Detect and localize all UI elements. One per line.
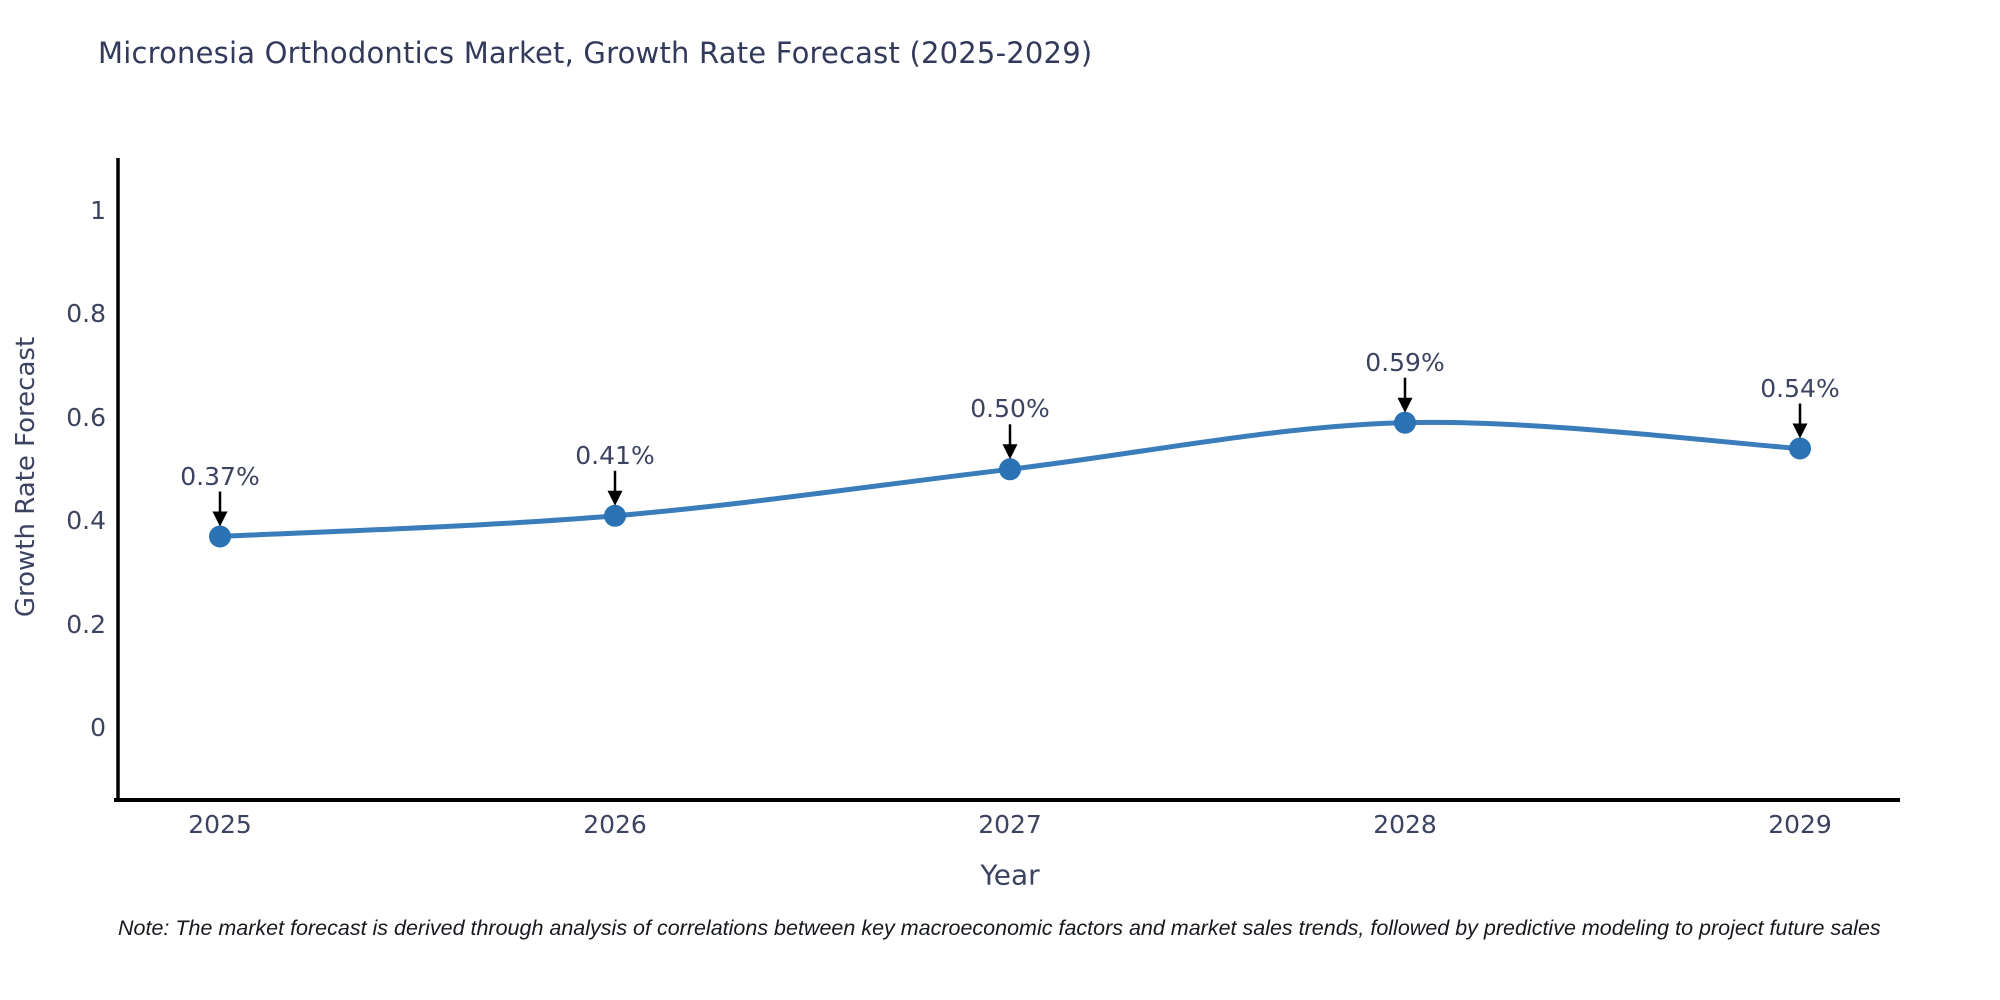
data-point-marker (209, 525, 231, 548)
point-annotation: 0.59% (1365, 348, 1445, 377)
x-tick-label: 2029 (1768, 810, 1832, 839)
y-tick-label: 0 (90, 713, 106, 742)
data-point-marker (1789, 437, 1811, 460)
x-tick-label: 2027 (978, 810, 1042, 839)
data-point-marker (999, 458, 1021, 481)
note-text: Note: The market forecast is derived thr… (118, 916, 1881, 940)
y-tick-label: 0.4 (66, 506, 106, 535)
point-annotation: 0.37% (180, 462, 260, 491)
annotation-arrow-head (212, 511, 228, 527)
x-tick-label: 2026 (583, 810, 647, 839)
point-annotation: 0.50% (970, 394, 1050, 423)
point-annotation: 0.54% (1760, 374, 1840, 403)
y-tick-label: 0.2 (66, 610, 106, 639)
data-point-marker (604, 504, 626, 527)
point-annotation: 0.41% (575, 441, 655, 470)
annotation-arrow-head (1002, 444, 1018, 460)
data-point-marker (1394, 411, 1416, 434)
annotation-arrow-head (607, 490, 623, 506)
x-axis-title: Year (980, 858, 1040, 892)
y-tick-label: 0.6 (66, 403, 106, 432)
annotation-arrow-head (1397, 397, 1413, 413)
x-tick-label: 2025 (188, 810, 252, 839)
annotation-arrow-head (1792, 423, 1808, 439)
x-tick-label: 2028 (1373, 810, 1437, 839)
chart-title: Micronesia Orthodontics Market, Growth R… (98, 36, 1093, 70)
y-tick-label: 0.8 (66, 299, 106, 328)
y-tick-label: 1 (90, 196, 106, 225)
